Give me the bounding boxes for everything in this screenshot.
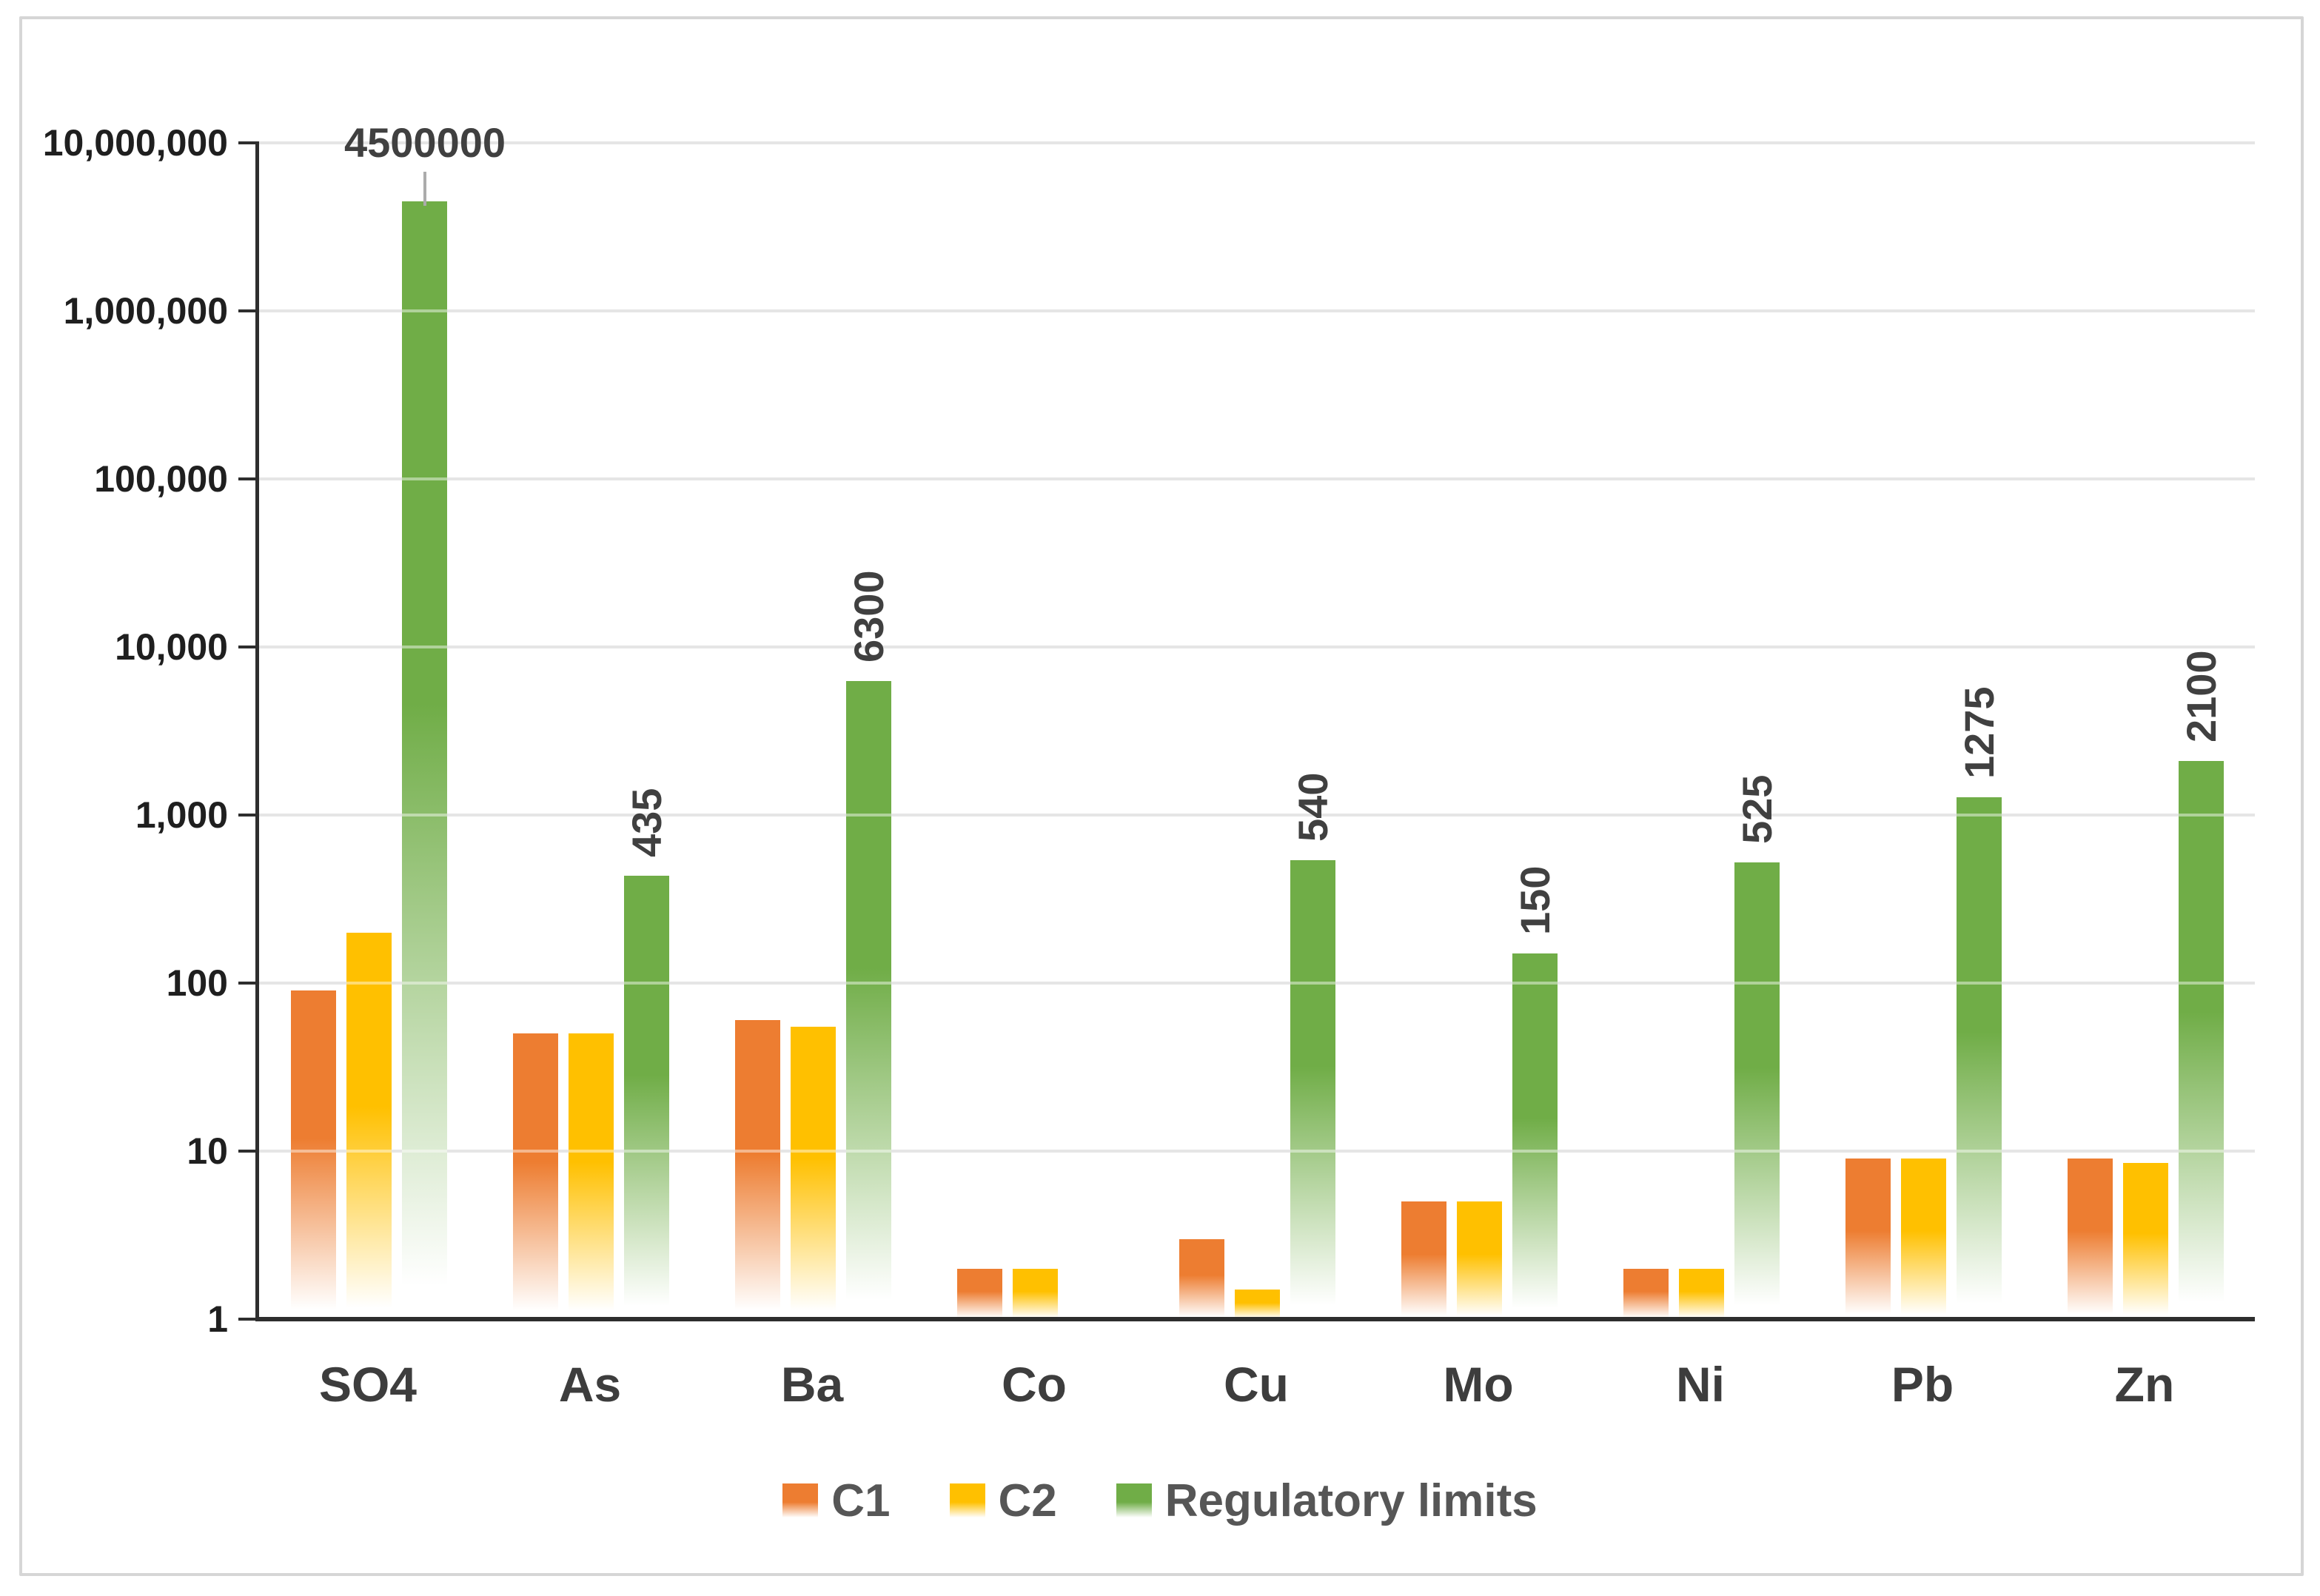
y-grid-line-overlay <box>259 646 2255 648</box>
bar-label-cu: 540 <box>1290 772 1336 842</box>
legend-label-c1: C1 <box>831 1475 891 1526</box>
bar-c2-so4 <box>346 933 392 1319</box>
bar-regulatory-limits-pb <box>1957 797 2002 1319</box>
y-tick-label-1-000-000: 1,000,000 <box>63 290 228 332</box>
bar-c2-ni <box>1679 1269 1724 1319</box>
bar-c2-cu <box>1235 1290 1280 1319</box>
y-tick-label-100-000: 100,000 <box>94 458 228 500</box>
bar-regulatory-limits-cu <box>1290 860 1335 1319</box>
x-label-mo: Mo <box>1443 1357 1514 1412</box>
error-bar-so4 <box>423 172 426 206</box>
legend-swatch-regulatory-limits <box>1116 1483 1152 1518</box>
y-axis-tick <box>238 309 259 312</box>
x-label-zn: Zn <box>2114 1357 2175 1412</box>
bar-regulatory-limits-mo <box>1512 953 1558 1319</box>
y-grid-line-overlay <box>259 477 2255 480</box>
y-tick-label-10-000-000: 10,000,000 <box>42 122 228 164</box>
bar-regulatory-limits-as <box>624 876 669 1319</box>
bar-c1-so4 <box>291 990 336 1319</box>
bar-regulatory-limits-so4 <box>402 201 447 1319</box>
bar-label-ni: 525 <box>1734 774 1780 844</box>
y-axis-tick <box>238 1150 259 1153</box>
bar-label-pb: 1275 <box>1956 686 2002 779</box>
y-axis-tick <box>238 1318 259 1321</box>
y-grid-line-overlay <box>259 814 2255 817</box>
bar-c1-as <box>513 1033 558 1319</box>
bar-c2-zn <box>2123 1163 2168 1319</box>
bar-label-zn: 2100 <box>2178 650 2225 742</box>
x-label-ni: Ni <box>1676 1357 1725 1412</box>
bar-c1-cu <box>1179 1239 1224 1319</box>
y-axis-tick <box>238 477 259 480</box>
bar-regulatory-limits-ba <box>846 681 891 1319</box>
bar-c2-co <box>1013 1269 1058 1319</box>
y-tick-label-1-000: 1,000 <box>135 794 228 836</box>
bar-c1-mo <box>1401 1201 1446 1319</box>
y-grid-line <box>259 309 2255 312</box>
y-grid-line <box>259 1150 2255 1153</box>
bar-c2-ba <box>791 1027 836 1319</box>
y-tick-label-100: 100 <box>166 962 228 1004</box>
x-label-so4: SO4 <box>318 1357 418 1412</box>
legend-item-c1: C1 <box>782 1475 891 1527</box>
y-grid-line-overlay <box>259 982 2255 985</box>
bar-c1-co <box>957 1269 1002 1319</box>
x-label-pb: Pb <box>1891 1357 1954 1412</box>
bar-label-mo: 150 <box>1512 865 1558 935</box>
y-grid-line <box>259 982 2255 985</box>
bar-label-ba: 6300 <box>845 570 892 663</box>
y-grid-line-overlay <box>259 1150 2255 1153</box>
y-grid-line-overlay <box>259 141 2255 144</box>
y-grid-line <box>259 141 2255 144</box>
legend-item-regulatory-limits: Regulatory limits <box>1116 1475 1538 1527</box>
bar-c2-as <box>569 1033 614 1319</box>
x-label-as: As <box>558 1357 622 1412</box>
legend: C1 C2 Regulatory limits <box>0 1468 2320 1533</box>
y-axis-tick <box>238 646 259 648</box>
bar-c1-ni <box>1623 1269 1669 1319</box>
bar-c1-ba <box>735 1020 780 1319</box>
x-label-cu: Cu <box>1224 1357 1289 1412</box>
bar-c2-mo <box>1457 1201 1502 1319</box>
legend-swatch-c1 <box>782 1483 819 1518</box>
y-axis-tick <box>238 141 259 144</box>
y-grid-line-overlay <box>259 309 2255 312</box>
y-axis-tick <box>238 814 259 817</box>
legend-label-regulatory-limits: Regulatory limits <box>1164 1475 1538 1526</box>
bar-label-as: 435 <box>623 788 670 857</box>
bar-label-so4: 4500000 <box>343 119 506 166</box>
y-tick-label-10: 10 <box>187 1130 228 1172</box>
y-grid-line <box>259 477 2255 480</box>
y-axis-tick <box>238 982 259 985</box>
x-label-ba: Ba <box>780 1357 844 1412</box>
bar-c1-pb <box>1845 1159 1891 1319</box>
bar-regulatory-limits-zn <box>2179 761 2224 1319</box>
legend-label-c2: C2 <box>998 1475 1057 1526</box>
bar-regulatory-limits-ni <box>1734 862 1780 1319</box>
bar-c2-pb <box>1901 1159 1946 1319</box>
x-label-co: Co <box>1002 1357 1067 1412</box>
y-grid-line <box>259 646 2255 648</box>
y-axis-line <box>255 141 259 1321</box>
figure-border <box>19 16 2304 1576</box>
x-axis-line <box>255 1317 2255 1321</box>
bar-c1-zn <box>2068 1159 2113 1319</box>
y-tick-label-1: 1 <box>207 1298 228 1340</box>
y-grid-line <box>259 814 2255 817</box>
legend-swatch-c2 <box>949 1483 985 1518</box>
legend-item-c2: C2 <box>949 1475 1057 1527</box>
y-tick-label-10-000: 10,000 <box>115 626 228 668</box>
